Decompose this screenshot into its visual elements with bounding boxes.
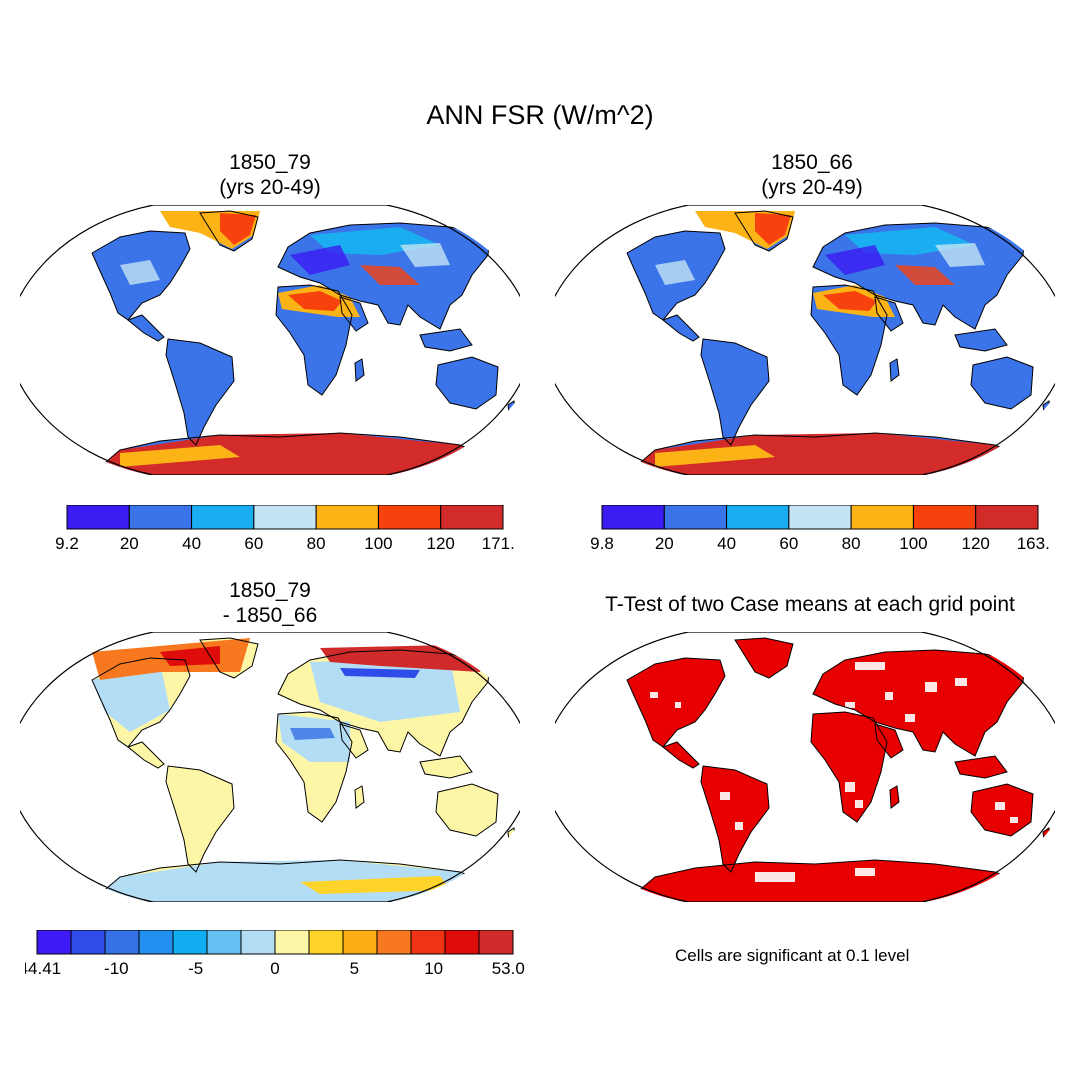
colorbar-swatch <box>66 505 130 530</box>
colorbar-swatch <box>206 930 242 955</box>
colorbar-swatch <box>342 930 378 955</box>
panel2-title-line2: (yrs 20-49) <box>761 176 863 199</box>
significance-note: Cells are significant at 0.1 level <box>675 946 910 965</box>
colorbar-tick-label: 40 <box>182 534 201 553</box>
non-significant-cells <box>650 662 1018 882</box>
panel1-title-line2: (yrs 20-49) <box>219 176 321 199</box>
map-panel2 <box>555 205 1055 475</box>
map-panel1 <box>20 205 520 475</box>
panel2-title-line1: 1850_66 <box>771 151 853 174</box>
colorbar-swatch <box>444 930 480 955</box>
colorbar-swatch <box>601 505 665 530</box>
colorbar-tick-label: 80 <box>842 534 861 553</box>
colorbar-swatch <box>410 930 446 955</box>
map-panel3 <box>20 632 520 902</box>
colorbar-tick-label: 10 <box>424 959 443 978</box>
colorbar-swatch <box>376 930 412 955</box>
colorbar-swatch <box>36 930 72 955</box>
colorbar-tick-label: 9.2 <box>55 534 79 553</box>
panel1-title-line1: 1850_79 <box>229 151 311 174</box>
colorbar-tick-label: 5 <box>350 959 359 978</box>
colorbar-tick-label: 80 <box>307 534 326 553</box>
panel4-title-line1: T-Test of two Case means at each grid po… <box>605 593 1015 616</box>
colorbar-tick-label: 100 <box>364 534 392 553</box>
colorbar-swatch <box>138 930 174 955</box>
colorbar-tick-label: 171.4 <box>482 534 515 553</box>
panel2-title: 1850_66 (yrs 20-49) <box>712 150 912 200</box>
colorbar-tick-label: 53.09 <box>492 959 525 978</box>
colorbar-swatch <box>788 505 852 530</box>
colorbar-tick-label: 20 <box>655 534 674 553</box>
colorbar-swatch <box>377 505 442 530</box>
colorbar-swatch <box>308 930 344 955</box>
colorbar-tick-label: 40 <box>717 534 736 553</box>
colorbar-swatch <box>240 930 276 955</box>
colorbar-swatch <box>128 505 193 530</box>
colorbar-tick-label: 0 <box>270 959 279 978</box>
colorbar-tick-label: -10 <box>104 959 129 978</box>
colorbar-1: 9.2 20 40 60 80 100 120 171.4 <box>55 505 515 553</box>
colorbar-swatch <box>274 930 310 955</box>
colorbar-tick-label: 60 <box>779 534 798 553</box>
colorbar-tick-label: 60 <box>244 534 263 553</box>
colorbar-swatch <box>253 505 317 530</box>
colorbar-swatch <box>104 930 140 955</box>
figure-title: ANN FSR (W/m^2) <box>426 100 654 130</box>
colorbar-swatch <box>726 505 790 530</box>
colorbar-tick-label: 9.8 <box>590 534 614 553</box>
colorbar-swatch <box>172 930 208 955</box>
colorbar-2: 9.8 20 40 60 80 100 120 163.2 <box>590 505 1050 553</box>
colorbar-tick-label: 100 <box>899 534 927 553</box>
colorbar-tick-label: -5 <box>188 959 203 978</box>
colorbar-swatch <box>440 505 504 530</box>
colorbar-swatch <box>70 930 106 955</box>
colorbar-tick-label: 120 <box>962 534 990 553</box>
panel3-title-line2: - 1850_66 <box>222 604 318 627</box>
colorbar-3: -44.41 -10 -5 0 5 10 53.09 <box>25 930 525 978</box>
colorbar-swatch <box>850 505 914 530</box>
colorbar-tick-label: 120 <box>427 534 455 553</box>
panel1-title: 1850_79 (yrs 20-49) <box>170 150 370 200</box>
panel4-title: T-Test of two Case means at each grid po… <box>555 592 1065 617</box>
colorbar-tick-label: 163.2 <box>1017 534 1050 553</box>
map-panel4 <box>555 632 1055 902</box>
colorbar-swatch <box>315 505 379 530</box>
panel3-title-line1: 1850_79 <box>229 579 311 602</box>
colorbar-swatch <box>478 930 514 955</box>
colorbar-swatch <box>663 505 728 530</box>
colorbar-tick-label: 20 <box>120 534 139 553</box>
colorbar-swatch <box>975 505 1039 530</box>
panel3-title: 1850_79 - 1850_66 <box>170 578 370 628</box>
colorbar-tick-label: -44.41 <box>25 959 61 978</box>
colorbar-swatch <box>191 505 255 530</box>
colorbar-swatch <box>912 505 977 530</box>
